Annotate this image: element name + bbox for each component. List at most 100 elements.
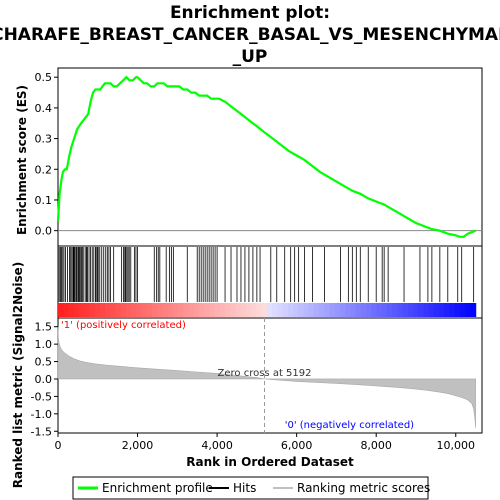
rank-bar-segment [308, 303, 315, 317]
legend-box [72, 476, 429, 500]
x-tick-label: 2,000 [122, 439, 154, 452]
rank-bar-segment [136, 303, 143, 317]
rank-bar-segment [99, 303, 106, 317]
rank-bar-segment [214, 303, 221, 317]
rank-bar-segment [449, 303, 456, 317]
rank-bar-segment [319, 303, 325, 317]
x-tick-label: 0 [55, 439, 62, 452]
rank-bar-segment [68, 303, 75, 317]
rank-bar-segment [407, 303, 414, 317]
rank-bar-segment [313, 303, 320, 317]
rank-bar-segment [110, 303, 117, 317]
rank-bar-segment [162, 303, 169, 317]
rank-bar-segment [240, 303, 247, 317]
rank-bar-segment [392, 303, 398, 317]
rank-bar-segment [198, 303, 205, 317]
zero-cross-label: Zero cross at 5192 [218, 368, 312, 379]
metric-layer: -1.5 -1.0 -0.5 0.0 0.5 1.0 1.5 0 2,000 4,000 6,000… [31, 318, 476, 452]
rank-bar-segment [73, 303, 80, 317]
rank-bar-segment [188, 303, 195, 317]
metric-y-tick-label: -1.0 [31, 408, 52, 421]
metric-y-tick-label: 1.0 [35, 338, 53, 351]
rank-bar-segment [386, 303, 393, 317]
rank-bar-segment [84, 303, 90, 317]
metric-y-tick-label: -0.5 [31, 390, 52, 403]
rank-bar-segment [366, 303, 372, 317]
rank-bar-segment [324, 303, 331, 317]
rank-bar-segment [465, 303, 472, 317]
rank-bar-segment [298, 303, 304, 317]
rank-bar-segment [454, 303, 461, 317]
rank-bar-segment [172, 303, 179, 317]
rank-bar-segment [115, 303, 122, 317]
rank-bar-segment [183, 303, 190, 317]
rank-bar-segment [459, 303, 466, 317]
rank-bar-segment [439, 303, 445, 317]
rank-bar-segment [125, 303, 132, 317]
rank-bar-segment [397, 303, 404, 317]
es-y-tick-label: 0.0 [35, 225, 53, 238]
es-y-tick-label: 0.3 [35, 133, 53, 146]
rank-bar-segment [339, 303, 346, 317]
positive-correlated-label: '1' (positively correlated) [61, 320, 186, 331]
rank-bar-segment [151, 303, 158, 317]
es-y-tick-label: 0.1 [35, 194, 53, 207]
metric-y-axis-title: Ranked list metric (Signal2Noise) [11, 262, 25, 489]
x-axis-title: Rank in Ordered Dataset [186, 455, 354, 469]
negative-correlated-label: '0' (negatively correlated) [285, 420, 414, 431]
rank-bar-segment [204, 303, 210, 317]
rank-bar-segment [225, 303, 231, 317]
rank-bar-segment [292, 303, 299, 317]
rank-bar-segment [345, 303, 351, 317]
rank-bar-segment [235, 303, 242, 317]
rank-bar-segment [402, 303, 409, 317]
rank-bar-segment [376, 303, 383, 317]
ranking-color-bar [58, 303, 477, 317]
es-layer: 0.0 0.1 0.2 0.3 0.4 0.5 [35, 71, 482, 238]
rank-bar-segment [428, 303, 435, 317]
rank-bar-segment [355, 303, 362, 317]
legend-label-hits: Hits [233, 481, 256, 495]
rank-bar-segment [193, 303, 200, 317]
rank-bar-segment [444, 303, 451, 317]
x-tick-label: 4,000 [201, 439, 233, 452]
ranking-metric-area [57, 326, 476, 428]
es-y-tick-label: 0.5 [35, 71, 53, 84]
rank-bar-segment [418, 303, 425, 317]
rank-bar-segment [245, 303, 252, 317]
rank-bar-segment [303, 303, 310, 317]
metric-y-tick-label: 0.0 [35, 373, 53, 386]
rank-bar-segment [266, 303, 273, 317]
rank-bar-segment [277, 303, 284, 317]
title-line-2: CHARAFE_BREAST_CANCER_BASAL_VS_MESENCHYM… [0, 25, 500, 45]
rank-bar-segment [371, 303, 378, 317]
es-y-tick-label: 0.4 [35, 102, 53, 115]
rank-bar-segment [423, 303, 430, 317]
rank-bar-segment [272, 303, 278, 317]
x-tick-label: 10,000 [436, 439, 475, 452]
rank-bar-segment [350, 303, 357, 317]
es-y-axis-title: Enrichment score (ES) [15, 85, 29, 235]
enrichment-profile-line [56, 75, 476, 238]
metric-y-tick-label: 1.5 [35, 321, 53, 334]
metric-y-tick-label: -1.5 [31, 425, 52, 438]
rank-bar-segment [131, 303, 137, 317]
rank-bar-segment [381, 303, 388, 317]
rank-bar-segment [433, 303, 440, 317]
rank-bar-segment [334, 303, 341, 317]
hits-layer [58, 247, 475, 302]
es-y-tick-label: 0.2 [35, 163, 53, 176]
x-tick-label: 6,000 [281, 439, 313, 452]
rank-bar-segment [178, 303, 184, 317]
rank-bar-segment [58, 303, 64, 317]
rank-bar-segment [120, 303, 127, 317]
rank-bar-segment [256, 303, 263, 317]
title-line-1: Enrichment plot: [170, 3, 330, 23]
rank-bar-segment [157, 303, 164, 317]
rank-bar-segment [282, 303, 289, 317]
rank-bar-segment [63, 303, 70, 317]
rank-bar-segment [146, 303, 153, 317]
rank-bar-segment [94, 303, 101, 317]
rank-bar-segment [287, 303, 294, 317]
